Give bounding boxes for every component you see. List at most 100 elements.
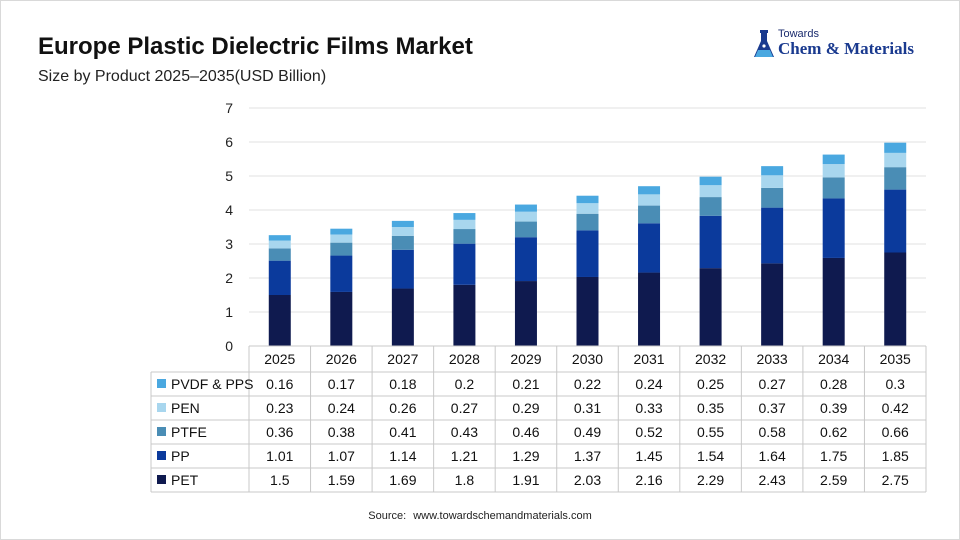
data-label: 2.29: [697, 472, 724, 488]
y-tick-label: 7: [225, 100, 233, 116]
bar-segment: [330, 228, 353, 235]
bar-segment: [884, 189, 907, 253]
data-label: 1.8: [455, 472, 475, 488]
data-label: 1.64: [759, 448, 786, 464]
data-label: 1.75: [820, 448, 847, 464]
data-label: 0.46: [512, 424, 539, 440]
bar-segment: [822, 198, 845, 258]
bar-segment: [576, 195, 599, 204]
legend-swatch: [157, 451, 166, 460]
data-label: 0.3: [885, 376, 905, 392]
bar-segment: [391, 220, 414, 227]
data-label: 1.29: [512, 448, 539, 464]
bar-segment: [514, 204, 537, 212]
data-label: 1.5: [270, 472, 290, 488]
bar-segment: [699, 268, 722, 346]
data-label: 0.23: [266, 400, 293, 416]
data-label: 0.2: [455, 376, 475, 392]
bar-segment: [268, 295, 291, 346]
x-tick-label: 2031: [633, 351, 664, 367]
bar-segment: [822, 154, 845, 165]
bar-segment: [453, 213, 476, 220]
x-tick-label: 2033: [757, 351, 788, 367]
data-label: 2.43: [759, 472, 786, 488]
data-label: 2.59: [820, 472, 847, 488]
chart-subtitle: Size by Product 2025–2035(USD Billion): [38, 68, 327, 85]
data-label: 0.66: [882, 424, 909, 440]
x-tick-label: 2029: [510, 351, 541, 367]
bar-segment: [453, 284, 476, 346]
bar-segment: [268, 235, 291, 241]
bar-segment: [391, 249, 414, 289]
bar-segment: [761, 263, 784, 346]
data-label: 0.49: [574, 424, 601, 440]
data-label: 0.25: [697, 376, 724, 392]
data-label: 1.85: [882, 448, 909, 464]
bar-segment: [576, 230, 599, 277]
x-tick-label: 2035: [880, 351, 911, 367]
bar-segment: [638, 223, 661, 273]
y-tick-label: 3: [225, 236, 233, 252]
bar-segment: [330, 234, 353, 243]
data-label: 0.62: [820, 424, 847, 440]
bar-segment: [576, 276, 599, 346]
bar-segment: [884, 142, 907, 153]
y-tick-label: 5: [225, 168, 233, 184]
stacked-bar-chart: 0 1 2 3 4 5 6 7 2025 2026 2027 2028 2029 2030 2031 2032…: [150, 100, 927, 493]
data-label: 0.21: [512, 376, 539, 392]
data-label: 0.36: [266, 424, 293, 440]
bar-segment: [822, 177, 845, 199]
bar-segment: [391, 235, 414, 250]
bar-segment: [268, 248, 291, 261]
chart-title: Europe Plastic Dielectric Films Market: [38, 33, 473, 60]
bar-segment: [330, 255, 353, 292]
bar-segment: [638, 194, 661, 206]
x-tick-label: 2034: [818, 351, 849, 367]
bar-segment: [884, 167, 907, 190]
bar-segment: [576, 203, 599, 214]
y-tick-label: 0: [225, 338, 233, 354]
legend-label: PEN: [171, 400, 200, 416]
data-label: 0.39: [820, 400, 847, 416]
bar-segment: [391, 227, 414, 236]
bar-segment: [514, 281, 537, 346]
x-tick-label: 2026: [326, 351, 357, 367]
data-label: 0.37: [759, 400, 786, 416]
data-label: 0.27: [759, 376, 786, 392]
bar-segment: [268, 240, 291, 249]
data-label: 0.18: [389, 376, 416, 392]
data-label: 1.01: [266, 448, 293, 464]
bar-segment: [699, 176, 722, 186]
bar-segment: [330, 291, 353, 346]
data-label: 1.54: [697, 448, 724, 464]
brand-logo: Towards Chem & Materials: [752, 28, 942, 62]
data-label: 0.52: [635, 424, 662, 440]
data-label: 0.24: [328, 400, 355, 416]
bar-segment: [576, 213, 599, 231]
bar-segment: [514, 237, 537, 282]
logo-main-text: Chem & Materials: [778, 39, 914, 58]
data-label: 0.55: [697, 424, 724, 440]
data-label: 1.21: [451, 448, 478, 464]
data-label: 1.45: [635, 448, 662, 464]
legend-label: PP: [171, 448, 190, 464]
data-label: 0.35: [697, 400, 724, 416]
logo-top-text: Towards: [778, 28, 819, 40]
x-tick-label: 2027: [387, 351, 418, 367]
data-label: 2.03: [574, 472, 601, 488]
source-url: www.towardschemandmaterials.com: [413, 510, 592, 522]
source-label: Source:: [368, 510, 407, 522]
data-label: 2.16: [635, 472, 662, 488]
bar-segment: [699, 215, 722, 269]
data-label: 0.16: [266, 376, 293, 392]
data-label: 0.38: [328, 424, 355, 440]
bar-segment: [884, 252, 907, 346]
bar-segment: [638, 186, 661, 195]
bar-segment: [330, 242, 353, 256]
bar-segment: [699, 197, 722, 216]
bar-segment: [822, 257, 845, 346]
data-label: 0.24: [635, 376, 662, 392]
bar-segment: [638, 272, 661, 346]
source-note: Source: www.towardschemandmaterials.com: [0, 510, 960, 522]
data-label: 1.69: [389, 472, 416, 488]
